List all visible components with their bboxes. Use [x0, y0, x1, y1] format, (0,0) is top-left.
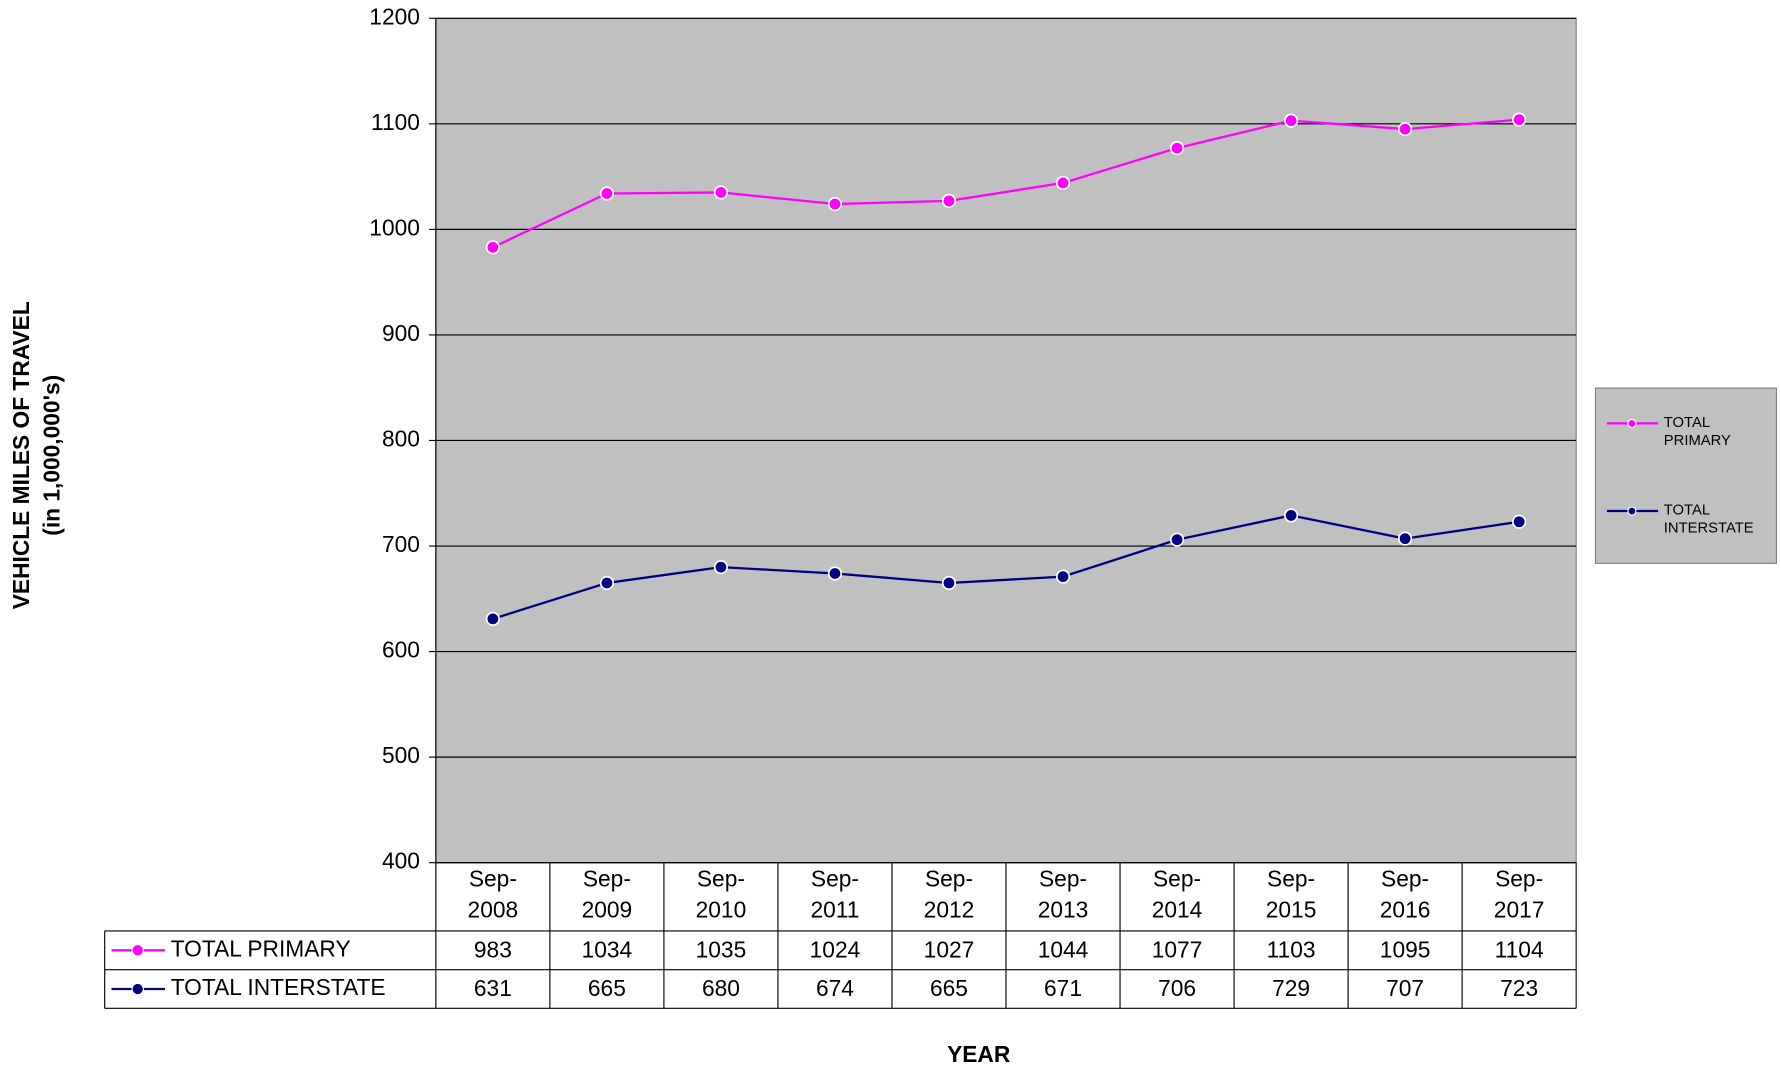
x-tick-label: Sep-2008 [467, 867, 519, 923]
data-point [1512, 112, 1527, 127]
table-value: 1104 [1495, 936, 1544, 962]
y-tick-label: 700 [382, 531, 420, 557]
data-point [599, 575, 615, 591]
table-value: 1027 [924, 936, 975, 962]
x-tick-label: Sep-2011 [810, 867, 860, 923]
data-point [713, 560, 729, 575]
data-point [713, 185, 729, 200]
series-line [492, 118, 1520, 249]
y-tick-label: 400 [382, 848, 420, 874]
data-point [1397, 531, 1413, 546]
data-point [1283, 508, 1299, 523]
table-value: 1103 [1267, 936, 1316, 962]
legend-label-box: TOTAL PRIMARY [1663, 413, 1731, 449]
x-tick-label-box: Sep-2014 [1151, 867, 1203, 923]
table-value: 1035 [696, 936, 747, 962]
table-value: 1077 [1152, 936, 1203, 962]
table-value: 631 [474, 975, 512, 1001]
x-tick-label-box: Sep-2013 [1037, 867, 1089, 923]
data-point [941, 193, 957, 208]
x-tick-label-box: Sep-2009 [581, 867, 633, 923]
data-point [599, 186, 615, 201]
x-tick-label-box: Sep-2015 [1265, 867, 1317, 923]
table-value: 680 [702, 975, 740, 1001]
table-value: 665 [588, 975, 626, 1001]
series-line [492, 514, 1520, 620]
data-point [1397, 121, 1413, 137]
y-axis-label: VEHICLE MILES OF TRAVEL [8, 301, 34, 609]
x-tick-label-box: Sep-2017 [1493, 867, 1545, 923]
x-tick-label-box: Sep-2012 [923, 867, 975, 923]
x-tick-label: Sep-2013 [1037, 867, 1089, 923]
x-tick-label-box: Sep-2016 [1379, 867, 1431, 923]
y-tick-label: 500 [382, 742, 420, 768]
data-point [1169, 140, 1185, 156]
data-point [1055, 175, 1071, 191]
x-tick-label: Sep-2017 [1493, 867, 1545, 923]
y-tick-label: 900 [382, 320, 420, 346]
y-tick-label: 1000 [369, 214, 420, 240]
table-value: 723 [1500, 975, 1538, 1001]
legend-marker [1627, 418, 1637, 428]
data-point [485, 240, 500, 255]
x-tick-label-box: Sep-2008 [467, 867, 519, 923]
table-value: 671 [1044, 975, 1082, 1001]
x-tick-label: Sep-2012 [923, 867, 975, 923]
table-value: 1034 [582, 936, 633, 962]
y-tick-label: 600 [382, 637, 420, 663]
x-tick-label-box: Sep-2011 [810, 867, 860, 923]
data-point [941, 575, 957, 591]
y-tick-label: 800 [382, 425, 420, 451]
x-tick-label: Sep-2015 [1265, 867, 1317, 923]
legend-marker [1627, 506, 1637, 516]
table-value: 706 [1158, 975, 1196, 1001]
legend-label: TOTAL PRIMARY [1663, 413, 1731, 449]
data-point [1283, 113, 1299, 128]
table-value: 983 [474, 936, 512, 962]
table-value: 729 [1272, 975, 1310, 1001]
data-point [1512, 514, 1527, 529]
table-row-label: TOTAL INTERSTATE [171, 974, 386, 1000]
data-point [485, 611, 500, 626]
y-tick-label: 1200 [369, 3, 420, 29]
x-tick-label-box: Sep-2010 [695, 867, 747, 923]
legend-box [1594, 387, 1778, 564]
data-point [1169, 532, 1185, 547]
y-tick-label: 1100 [371, 109, 420, 135]
table-value: 674 [816, 975, 854, 1001]
x-tick-label: Sep-2009 [581, 867, 633, 923]
x-tick-label: Sep-2010 [695, 867, 747, 923]
table-value: 1044 [1038, 936, 1089, 962]
table-row-label: TOTAL PRIMARY [171, 935, 351, 961]
data-point [827, 196, 843, 212]
x-axis-label: YEAR [947, 1041, 1010, 1067]
table-legend-marker [131, 944, 144, 957]
data-point [1055, 569, 1071, 584]
y-axis-label: (in 1,000,000's) [39, 375, 65, 536]
legend-label: TOTAL INTERSTATE [1663, 500, 1754, 537]
x-tick-label: Sep-2014 [1151, 867, 1203, 923]
table-value: 665 [930, 975, 968, 1001]
table-value: 1024 [810, 936, 861, 962]
table-value: 1095 [1380, 936, 1431, 962]
data-point [827, 566, 843, 581]
table-value: 707 [1386, 975, 1424, 1001]
x-tick-label: Sep-2016 [1379, 867, 1431, 923]
legend-label-box: TOTAL INTERSTATE [1663, 500, 1754, 537]
table-legend-marker [131, 982, 144, 996]
